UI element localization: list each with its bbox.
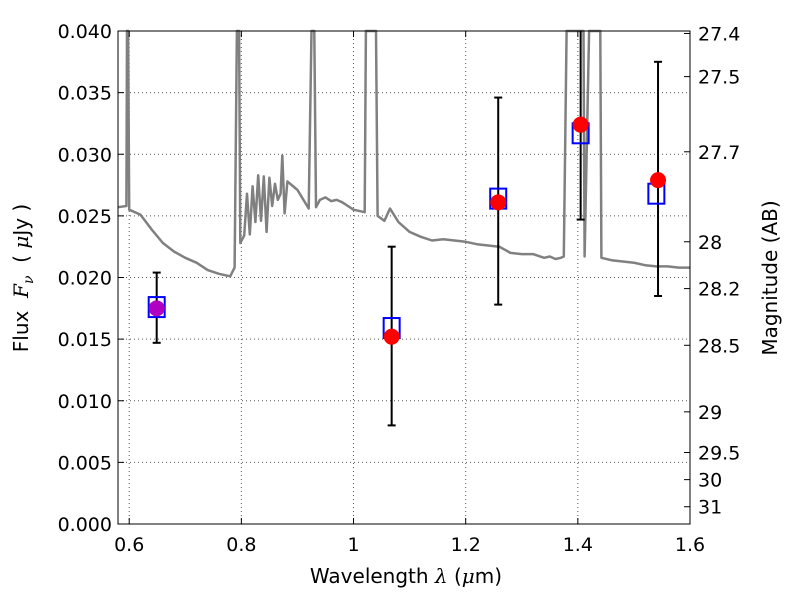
grid	[118, 30, 691, 525]
x-tick-label: 1.2	[451, 534, 481, 556]
observed-point	[148, 300, 165, 317]
y-tick-label: 0.040	[58, 21, 112, 43]
y2-tick-label: 30	[698, 470, 722, 492]
model-flux-marker	[147, 296, 166, 319]
plot-frame	[117, 30, 691, 525]
y2-tick-label: 28	[698, 232, 722, 254]
tick-labels: 0.6 0.8 1 1.2 1.4 1.6 0.000 0.005 0.010 0.015 0.02…	[58, 21, 741, 556]
y-axis-label: Flux Fν ( μJy )	[9, 204, 37, 352]
y-tick-label: 0.030	[58, 144, 112, 166]
y2-axis-label: Magnitude (AB)	[758, 200, 782, 355]
y2-tick-label: 27.7	[698, 142, 740, 164]
x-tick-label: 1.6	[675, 534, 705, 556]
model-spectrum-line	[117, 29, 690, 278]
axis-ticks	[118, 30, 691, 525]
y2-tick-label: 29.5	[698, 443, 740, 465]
observed-point	[490, 194, 507, 211]
y-tick-label: 0.020	[58, 268, 112, 290]
x-tick-label: 0.6	[114, 534, 144, 556]
y-tick-label: 0.015	[58, 329, 112, 351]
observed-point	[650, 172, 667, 189]
observed-point	[572, 116, 589, 133]
y2-tick-label: 28.2	[698, 279, 740, 301]
x-axis-label: Wavelength λ (μm)	[310, 564, 502, 588]
y2-tick-label: 28.5	[698, 335, 740, 357]
y-tick-label: 0.000	[58, 514, 112, 536]
x-tick-label: 0.8	[226, 534, 256, 556]
y2-tick-label: 31	[698, 497, 722, 519]
y2-tick-label: 27.4	[698, 23, 740, 45]
observed-point	[383, 328, 400, 345]
y2-tick-label: 29	[698, 402, 722, 424]
x-tick-label: 1.4	[563, 534, 593, 556]
y2-tick-label: 27.5	[698, 67, 740, 89]
y-tick-label: 0.005	[58, 452, 112, 474]
model-spectrum	[117, 29, 690, 278]
x-tick-label: 1	[347, 534, 359, 556]
observed-markers	[148, 116, 667, 345]
y-tick-label: 0.010	[58, 391, 112, 413]
y-tick-label: 0.035	[58, 83, 112, 105]
y-tick-label: 0.025	[58, 206, 112, 228]
